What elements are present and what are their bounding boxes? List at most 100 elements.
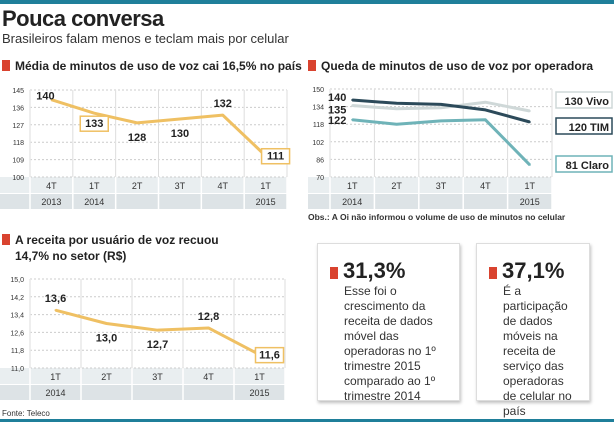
data-point [50,98,53,101]
end-label-box [555,91,613,109]
data-point [156,329,159,332]
year-band [0,385,285,400]
data-point [395,107,398,110]
end-label-box [555,155,613,173]
fact-1-value: 31,3% [330,258,449,284]
y-tick-label: 15,0 [10,277,24,284]
end-label-vivo: 130 Vivo [565,96,610,108]
value-label: 132 [214,98,232,110]
x-tick-label: 1T [50,372,61,382]
data-point [440,106,442,109]
value-label-box [79,115,109,132]
year-label: 2014 [342,197,362,207]
x-tick-label: 4T [203,372,214,382]
data-point [484,101,487,104]
quarter-band [0,368,285,384]
data-point [484,118,487,121]
value-label: 140 [36,91,54,103]
chart3-title-line2: 14,7% no setor (R$) [15,249,127,263]
x-tick-label: 1T [89,181,100,191]
fact-card-1: 31,3% Esse foi o crescimento da receita … [317,243,460,403]
x-tick-label: 1T [347,181,358,191]
value-label-box [260,147,291,165]
year-label: 2013 [41,197,61,207]
data-point [351,104,354,107]
series-line-claro [352,118,531,166]
y-tick-label: 145 [12,88,24,95]
series-line-tim [352,98,531,124]
data-point [440,103,442,106]
chart3-heading: A receita por usuário de voz recuou 14,7%… [2,232,219,264]
chart1-title: Média de minutos de uso de voz cai 16,5%… [15,59,302,73]
value-label: 128 [128,132,146,144]
y-tick-label: 136 [12,105,24,112]
series-line-main [50,98,267,157]
y-tick-label: 13,4 [10,313,24,320]
chart2-title: Queda de minutos de uso de voz por opera… [321,59,594,73]
red-square-icon [2,234,10,245]
end-label-tim: 120 TIM [569,122,609,134]
x-tick-label: 2T [391,181,402,191]
y-tick-label: 11,0 [11,366,24,373]
x-tick-label: 1T [525,181,536,191]
fact-2-value: 37,1% [489,258,579,284]
value-label-box [254,346,285,364]
start-label-vivo: 135 [328,105,346,117]
x-tick-label: 3T [436,181,447,191]
chart1-heading: Média de minutos de uso de voz cai 16,5%… [2,59,302,73]
year-label: 2014 [84,197,104,207]
data-point [178,118,181,120]
y-tick-label: 14,2 [10,295,24,302]
data-point [54,309,57,312]
data-point [207,326,210,329]
chart2-note: Obs.: A Oi não informou o volume de uso … [308,212,566,222]
year-band [0,194,287,209]
page-subtitle: Brasileiros falam menos e teclam mais po… [2,31,289,46]
top-bar [0,0,614,4]
data-point [395,123,398,126]
fact-1-text: Esse foi o crescimento da receita de dad… [344,284,436,403]
bottom-bar [0,419,614,422]
year-label: 2015 [249,388,269,398]
y-tick-label: 118 [313,122,324,129]
quarter-band [0,177,287,193]
data-point [440,119,442,122]
x-tick-label: 4T [480,181,491,191]
end-label-claro: 81 Claro [566,160,610,172]
data-point [528,110,531,112]
y-tick-label: 70 [316,175,324,182]
x-tick-label: 3T [175,181,186,191]
x-tick-label: 4T [46,181,57,191]
source: Fonte: Teleco [2,409,50,418]
data-point [93,112,96,115]
x-tick-label: 1T [254,372,265,382]
y-tick-label: 11,8 [11,348,24,355]
red-square-icon [308,60,316,71]
data-point [395,102,398,105]
y-tick-label: 12,6 [10,330,24,337]
value-label: 133 [85,118,103,130]
data-point [351,118,354,121]
start-label-claro: 122 [328,115,346,127]
red-square-icon [2,60,10,71]
x-tick-label: 4T [217,181,228,191]
value-label: 11,6 [259,350,280,362]
x-tick-label: 1T [260,181,271,191]
year-band [308,194,552,209]
y-tick-label: 134 [312,105,324,112]
data-point [105,322,108,325]
year-label: 2015 [520,197,540,207]
y-tick-label: 109 [12,158,24,165]
page-title: Pouca conversa [2,6,164,31]
quarter-band [308,177,552,193]
data-point [351,99,354,101]
chart2-heading: Queda de minutos de uso de voz por opera… [308,59,593,73]
year-label: 2015 [256,197,276,207]
y-tick-label: 150 [312,87,324,94]
value-label: 130 [171,128,189,140]
year-label: 2014 [45,388,65,398]
value-label: 13,6 [45,293,66,305]
y-tick-label: 102 [312,140,324,147]
y-tick-label: 100 [12,175,24,182]
data-point [528,163,531,166]
